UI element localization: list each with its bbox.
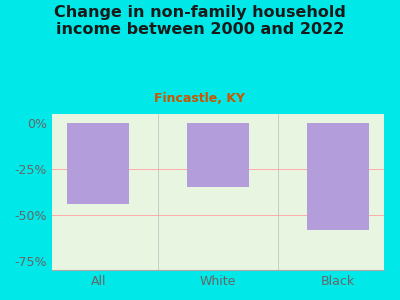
Text: Fincastle, KY: Fincastle, KY	[154, 92, 246, 104]
Text: Change in non-family household
income between 2000 and 2022: Change in non-family household income be…	[54, 4, 346, 37]
Bar	[187, 123, 249, 188]
Bar	[67, 123, 129, 204]
Bar	[307, 123, 369, 230]
